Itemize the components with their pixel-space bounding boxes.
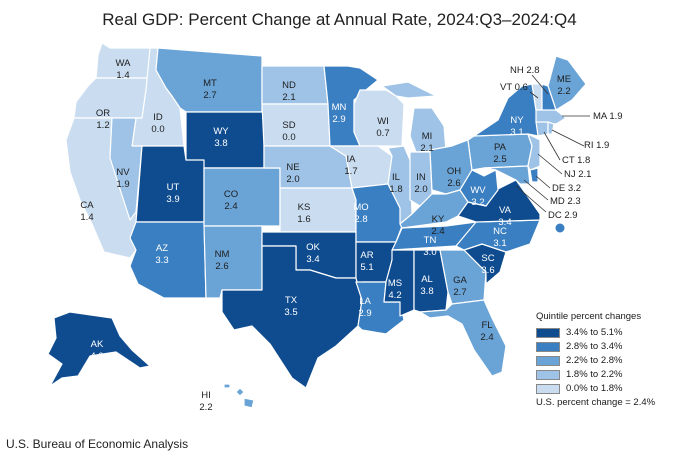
label-NV: NV 1.9 [116,167,130,190]
state-CO[interactable] [203,167,281,227]
label-OR: OR 1.2 [96,108,110,131]
label-MO: MO 2.8 [353,202,368,225]
legend-label-q3: 2.2% to 2.8% [566,355,623,366]
state-OR[interactable] [73,77,151,119]
leader-VT [529,91,539,99]
legend-title: Quintile percent changes [536,311,642,322]
callout-CT: CT 1.8 [562,155,590,166]
label-SC: SC 3.6 [481,253,494,276]
label-KS: KS 1.6 [297,202,310,225]
leader-CT [543,131,561,161]
label-NM: NM 2.6 [215,249,230,272]
callout-MA: MA 1.9 [593,111,623,122]
map-title: Real GDP: Percent Change at Annual Rate,… [102,10,577,29]
callout-NJ: NJ 2.1 [564,169,591,180]
label-GA: GA 2.7 [453,275,467,298]
state-CT[interactable] [535,121,549,137]
callout-NH: NH 2.8 [510,65,540,76]
callout-DE: DE 3.2 [552,183,581,194]
label-IN: IN 2.0 [414,172,427,195]
label-NC: NC 3.1 [493,226,507,249]
state-HI-2[interactable] [223,383,231,389]
legend-swatch-q1 [536,383,560,394]
label-ND: ND 2.1 [282,80,296,103]
label-AZ: AZ 3.3 [155,243,168,266]
state-AK[interactable] [47,311,151,387]
label-WI: WI 0.7 [376,116,389,139]
state-HI-3[interactable] [243,397,255,409]
label-ME: ME 2.2 [557,74,571,97]
callout-RI: RI 1.9 [584,140,609,151]
legend-swatch-q2 [536,369,560,380]
legend: Quintile percent changes 3.4% to 5.1% 2.… [536,311,655,408]
dc-marker[interactable] [554,222,566,234]
state-RI[interactable] [547,121,555,135]
label-TX: TX 3.5 [284,295,297,318]
leader-NJ [537,153,563,175]
label-AK: AK 4.0 [90,339,104,362]
label-NE: NE 2.0 [286,162,299,185]
label-AL: AL 3.8 [420,274,433,297]
label-WY: WY 3.8 [213,126,229,149]
label-HI: HI 2.2 [199,390,212,413]
label-OH: OH 2.6 [447,166,461,189]
label-CO: CO 2.4 [224,189,238,212]
label-MI: MI 2.1 [420,131,433,154]
label-TN: TN 3.0 [423,235,436,258]
label-SD: SD 0.0 [282,120,295,143]
legend-item-q4: 2.8% to 3.4% [536,340,655,353]
state-SD[interactable] [261,103,331,147]
legend-swatch-q5 [536,327,560,338]
legend-swatch-q4 [536,341,560,352]
label-AR: AR 5.1 [360,250,373,273]
leader-RI [551,129,585,147]
label-PA: PA 2.5 [493,142,506,165]
label-OK: OK 3.4 [306,242,320,265]
leader-DC [515,185,547,213]
state-TX[interactable] [221,245,363,389]
callout-MD: MD 2.3 [550,196,581,207]
label-MS: MS 4.2 [388,278,402,301]
label-IL: IL 1.8 [389,172,402,195]
legend-item-q2: 1.8% to 2.2% [536,368,655,381]
label-LA: LA 2.9 [358,296,371,319]
label-MT: MT 2.7 [203,78,217,101]
legend-item-q1: 0.0% to 1.8% [536,382,655,395]
label-ID: ID 0.0 [151,112,164,135]
label-VA: VA 3.4 [498,205,511,228]
label-UT: UT 3.9 [166,182,179,205]
label-CA: CA 1.4 [80,200,94,223]
state-MA[interactable] [535,109,567,125]
legend-label-q5: 3.4% to 5.1% [566,327,623,338]
legend-label-q1: 0.0% to 1.8% [566,383,623,394]
state-KS[interactable] [279,187,357,233]
label-KY: KY 2.4 [431,214,445,237]
label-NY: NY 3.1 [510,115,524,138]
label-MN: MN 2.9 [332,102,347,125]
state-HI[interactable] [235,387,245,397]
state-MD[interactable] [483,165,531,185]
label-WA: WA 1.4 [116,58,132,81]
state-WV[interactable] [459,169,499,207]
state-DE[interactable] [529,167,539,183]
label-IA: IA 1.7 [344,154,357,177]
legend-item-q5: 3.4% to 5.1% [536,326,655,339]
callout-DC: DC 2.9 [548,210,578,221]
legend-label-q2: 1.8% to 2.2% [566,369,623,380]
label-FL: FL 2.4 [480,320,493,343]
legend-label-q4: 2.8% to 3.4% [566,341,623,352]
legend-swatch-q3 [536,355,560,366]
source-credit: U.S. Bureau of Economic Analysis [6,437,189,451]
us-percent-change: U.S. percent change = 2.4% [536,397,656,408]
label-WV: WV 3.2 [470,185,486,208]
leader-NH [531,74,549,95]
leader-DE [535,175,551,189]
state-NM[interactable] [203,225,263,299]
callout-VT: VT 0.6 [500,82,528,93]
leader-MD [523,179,549,201]
state-FL[interactable] [419,299,507,377]
state-MI-upper[interactable] [381,81,437,99]
legend-item-q3: 2.2% to 2.8% [536,354,655,367]
